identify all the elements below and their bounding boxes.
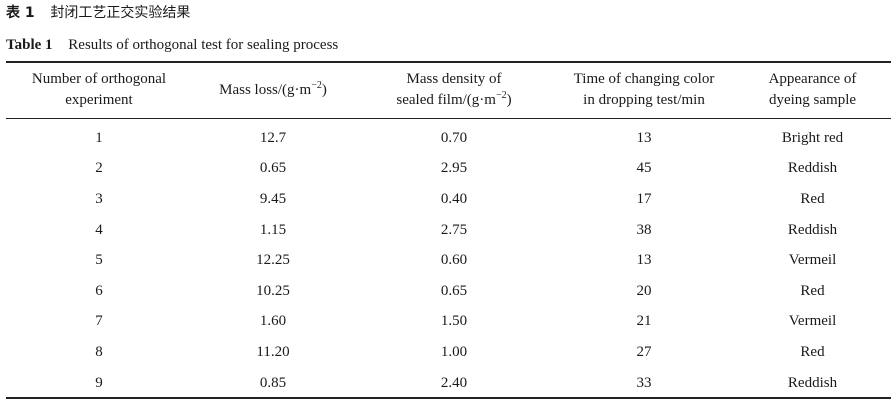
header-mass-density-close: ): [506, 92, 512, 108]
table-body: 1 12.7 0.70 13 Bright red 2 0.65 2.95 45…: [6, 123, 891, 398]
cell-mass-density: 0.40: [440, 190, 468, 207]
cell-time: 13: [636, 252, 652, 269]
header-mass-loss: Mass loss/(g·m−2): [192, 62, 354, 118]
cell-appearance: Reddish: [787, 374, 838, 391]
table-row: 4 1.15 2.75 38 Reddish: [6, 215, 891, 246]
table-caption-english-label: Table 1: [6, 37, 53, 53]
cell-mass-density: 2.40: [440, 374, 468, 391]
cell-number: 9: [95, 374, 103, 391]
header-time-changing-color: Time of changing color in dropping test/…: [554, 62, 734, 118]
cell-mass-density: 1.50: [440, 313, 468, 330]
table-bottom-rule: [6, 397, 891, 399]
cell-mass-loss: 12.25: [256, 252, 290, 269]
table-row: 3 9.45 0.40 17 Red: [6, 184, 891, 215]
table-caption-chinese-text: 封闭工艺正交实验结果: [50, 5, 191, 21]
table-caption-chinese: 表 1 封闭工艺正交实验结果: [6, 3, 190, 23]
cell-appearance: Reddish: [787, 160, 838, 177]
table-caption-chinese-label: 表 1: [6, 5, 35, 21]
header-number-line2: experiment: [65, 92, 133, 108]
cell-mass-loss: 1.15: [259, 221, 287, 238]
cell-mass-loss: 0.85: [259, 374, 287, 391]
cell-time: 33: [636, 374, 652, 391]
header-mass-loss-exponent: −2: [311, 79, 322, 91]
cell-time: 17: [636, 190, 652, 207]
cell-number: 2: [95, 160, 103, 177]
table-row: 5 12.25 0.60 13 Vermeil: [6, 245, 891, 276]
table-caption-english-text: Results of orthogonal test for sealing p…: [68, 37, 339, 53]
header-mass-density-line2: sealed film/(g·m: [396, 92, 496, 108]
cell-mass-density: 0.70: [440, 129, 468, 146]
header-number-of-experiment: Number of orthogonal experiment: [6, 62, 192, 118]
table-caption-english: Table 1 Results of orthogonal test for s…: [6, 35, 338, 55]
cell-appearance: Bright red: [781, 129, 844, 146]
cell-time: 27: [636, 343, 652, 360]
cell-time: 45: [636, 160, 652, 177]
table-row: 7 1.60 1.50 21 Vermeil: [6, 307, 891, 338]
cell-time: 38: [636, 221, 652, 238]
cell-mass-loss: 1.60: [259, 313, 287, 330]
cell-mass-loss: 11.20: [256, 343, 290, 360]
header-mass-loss-close: ): [321, 81, 327, 98]
table-header-rule: [6, 118, 891, 119]
cell-appearance: Red: [800, 343, 825, 360]
cell-appearance: Vermeil: [788, 313, 837, 330]
cell-number: 6: [95, 282, 103, 299]
cell-number: 4: [95, 221, 103, 238]
header-appearance-line2: dyeing sample: [768, 92, 857, 108]
cell-mass-density: 2.95: [440, 160, 468, 177]
cell-number: 7: [95, 313, 103, 330]
cell-mass-loss: 9.45: [259, 190, 287, 207]
table-top-rule: [6, 61, 891, 63]
cell-mass-density: 2.75: [440, 221, 468, 238]
cell-time: 20: [636, 282, 652, 299]
cell-mass-density: 0.60: [440, 252, 468, 269]
cell-number: 5: [95, 252, 103, 269]
cell-mass-loss: 12.7: [259, 129, 287, 146]
header-mass-density-exponent: −2: [495, 90, 507, 101]
header-appearance-line1: Appearance of: [768, 71, 857, 87]
cell-time: 13: [636, 129, 652, 146]
cell-appearance: Red: [800, 282, 825, 299]
cell-time: 21: [636, 313, 652, 330]
cell-mass-loss: 0.65: [259, 160, 287, 177]
cell-number: 8: [95, 343, 103, 360]
header-appearance: Appearance of dyeing sample: [734, 62, 891, 118]
table-row: 8 11.20 1.00 27 Red: [6, 337, 891, 368]
cell-appearance: Reddish: [787, 221, 838, 238]
header-mass-density-line1: Mass density of: [406, 71, 502, 87]
header-number-line1: Number of orthogonal: [31, 71, 167, 87]
cell-mass-density: 0.65: [440, 282, 468, 299]
cell-mass-density: 1.00: [440, 343, 468, 360]
header-mass-loss-text: Mass loss/(g·m: [219, 81, 312, 98]
header-mass-density: Mass density of sealed film/(g·m−2): [354, 62, 554, 118]
table-row: 1 12.7 0.70 13 Bright red: [6, 123, 891, 154]
header-time-line2: in dropping test/min: [583, 92, 705, 108]
cell-appearance: Vermeil: [788, 252, 837, 269]
table-row: 6 10.25 0.65 20 Red: [6, 276, 891, 307]
table-row: 9 0.85 2.40 33 Reddish: [6, 368, 891, 399]
table-row: 2 0.65 2.95 45 Reddish: [6, 154, 891, 185]
cell-mass-loss: 10.25: [256, 282, 290, 299]
cell-number: 3: [95, 190, 103, 207]
cell-number: 1: [95, 129, 103, 146]
header-time-line1: Time of changing color: [573, 71, 715, 87]
cell-appearance: Red: [800, 190, 825, 207]
